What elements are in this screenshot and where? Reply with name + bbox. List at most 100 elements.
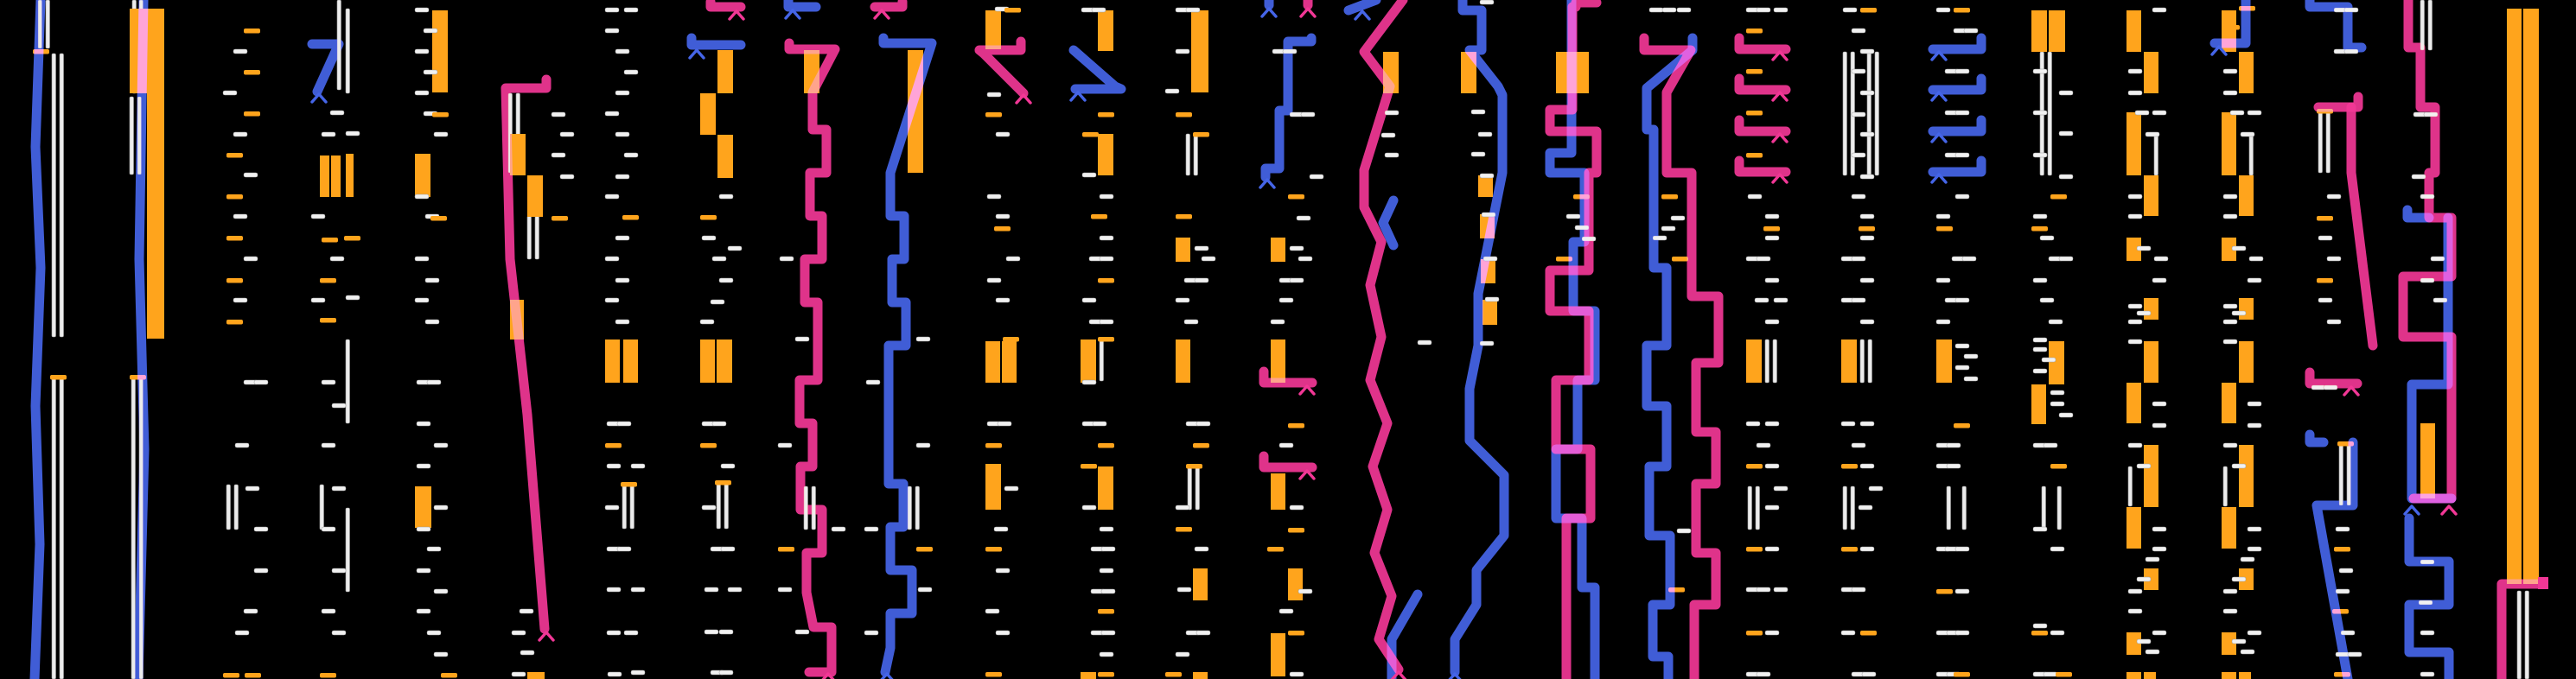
tap-note xyxy=(1946,463,1961,469)
tap-note xyxy=(1851,256,1866,262)
tap-note xyxy=(615,277,630,283)
arc-end-marker xyxy=(821,672,835,679)
arc-end-marker xyxy=(1930,173,1948,184)
tap-note xyxy=(1851,152,1866,158)
tap-note xyxy=(1851,28,1866,34)
sky-note xyxy=(1098,278,1114,283)
tap-note xyxy=(233,297,248,303)
tap-note xyxy=(2127,303,2143,309)
rail-note xyxy=(2420,0,2425,51)
chart-column-24 xyxy=(2209,0,2264,679)
tap-note xyxy=(426,379,442,385)
sky-note xyxy=(552,216,568,221)
sky-note xyxy=(1082,132,1099,137)
sky-note xyxy=(621,482,637,487)
tap-note xyxy=(2127,213,2143,219)
rail-note xyxy=(1850,485,1855,530)
tap-note xyxy=(1756,671,1771,677)
tap-note xyxy=(1175,48,1190,54)
tap-note xyxy=(329,110,345,116)
tap-note xyxy=(2326,256,2342,262)
tap-note xyxy=(727,245,743,251)
tap-note xyxy=(1670,215,1686,221)
tap-note xyxy=(426,546,442,552)
arc-end-marker xyxy=(1930,132,1948,143)
tap-note xyxy=(331,403,347,409)
tap-note xyxy=(243,256,258,262)
tap-note xyxy=(2222,442,2238,448)
tap-note xyxy=(310,297,326,303)
tap-note xyxy=(1661,7,1677,13)
tap-note xyxy=(1851,68,1866,74)
sky-note xyxy=(994,226,1011,232)
arc-pink xyxy=(1734,155,1791,177)
tap-note xyxy=(2240,649,2255,655)
sky-note xyxy=(2223,25,2240,30)
rail-note xyxy=(1187,466,1192,511)
tap-note xyxy=(414,7,430,13)
arc-blue xyxy=(686,33,746,50)
hold-note xyxy=(2126,10,2141,52)
tap-note xyxy=(2338,568,2354,574)
tap-note xyxy=(331,568,347,574)
tap-note xyxy=(1081,297,1097,303)
tap-note xyxy=(727,587,743,593)
arc-end-marker xyxy=(784,9,801,20)
rail-note xyxy=(1747,485,1752,530)
tap-note xyxy=(253,568,269,574)
hold-note xyxy=(1936,340,1952,383)
tap-note xyxy=(2335,526,2350,532)
tap-note xyxy=(615,319,630,325)
rail-note xyxy=(131,378,136,679)
sky-note xyxy=(50,375,67,380)
arc-end-marker xyxy=(1259,178,1276,189)
tap-note xyxy=(2152,546,2167,552)
tap-note xyxy=(2032,526,2048,532)
tap-note xyxy=(710,299,725,305)
tap-note xyxy=(1289,277,1304,283)
rail-note xyxy=(345,339,350,424)
tap-note xyxy=(604,256,620,262)
hold-note xyxy=(1098,134,1113,175)
tap-note xyxy=(433,651,449,657)
sky-note xyxy=(1746,29,1763,34)
arc-blue xyxy=(2402,205,2434,223)
tap-note xyxy=(985,608,1000,614)
tap-note xyxy=(234,630,250,636)
arc-end-marker xyxy=(2440,504,2458,516)
hold-note xyxy=(1193,568,1208,600)
tap-note xyxy=(615,235,630,241)
hold-note xyxy=(2239,298,2254,320)
tap-note xyxy=(1309,174,1324,180)
hold-note xyxy=(331,155,341,197)
sky-note xyxy=(1081,464,1097,469)
chart-column-8 xyxy=(686,0,746,676)
tap-note xyxy=(1479,0,1495,5)
hold-note xyxy=(2126,112,2141,175)
hold-note xyxy=(985,10,1001,49)
tap-note xyxy=(1676,528,1692,534)
tap-note xyxy=(1954,365,1970,371)
tap-note xyxy=(2058,130,2074,136)
tap-note xyxy=(2222,608,2238,614)
tap-note xyxy=(233,131,248,137)
rail-note xyxy=(724,483,729,530)
tap-note xyxy=(2043,671,2058,677)
arc-pink xyxy=(1734,115,1791,136)
tap-note xyxy=(2222,213,2238,219)
chart-column-15 xyxy=(1343,0,1432,679)
tap-note xyxy=(623,69,639,75)
hold-note xyxy=(415,486,431,528)
rail-note xyxy=(2153,133,2158,176)
tap-note xyxy=(704,587,719,593)
sky-note xyxy=(2031,226,2048,232)
hold-note xyxy=(2420,423,2435,498)
sky-note xyxy=(2050,464,2067,469)
tap-note xyxy=(1005,256,1021,262)
tap-note xyxy=(559,131,575,137)
arc-blue xyxy=(29,0,46,679)
tap-note xyxy=(2240,131,2255,137)
rail-note xyxy=(2524,590,2529,679)
rail-note xyxy=(526,215,532,260)
